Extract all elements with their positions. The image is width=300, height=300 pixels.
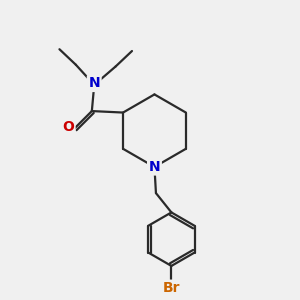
Text: O: O — [62, 120, 74, 134]
Text: Br: Br — [163, 281, 180, 295]
Text: N: N — [148, 160, 160, 174]
Text: N: N — [88, 76, 100, 90]
